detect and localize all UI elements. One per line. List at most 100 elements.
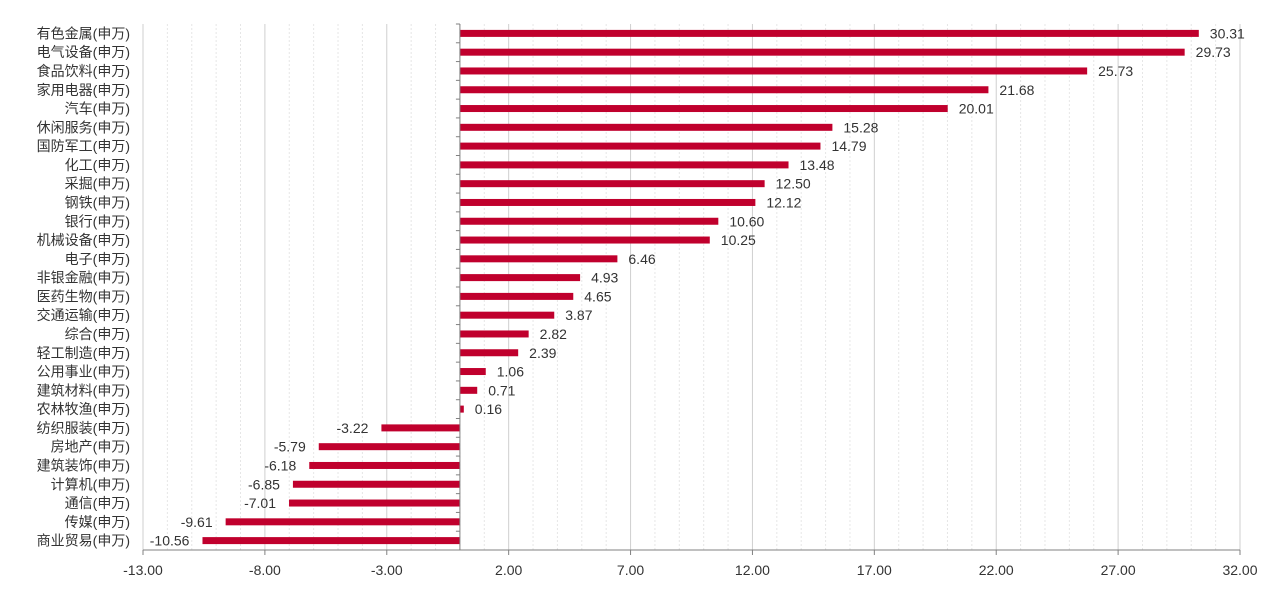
value-label-4: 20.01 — [959, 101, 994, 117]
category-label-0: 有色金属(申万) — [37, 25, 130, 41]
x-tick-labels: -13.00 -8.00 -3.00 2.00 7.00 12.00 17.00 22.00 2… — [123, 562, 1258, 578]
value-label-6: 14.79 — [831, 138, 866, 154]
x-tick-label-8: 27.00 — [1101, 562, 1136, 578]
value-label-3: 21.68 — [999, 82, 1034, 98]
category-label-11: 机械设备(申万) — [37, 232, 130, 248]
value-label-10: 10.60 — [729, 213, 764, 229]
bar-6 — [459, 142, 821, 150]
value-label-7: 13.48 — [800, 157, 835, 173]
value-label-19: 0.71 — [488, 382, 515, 398]
x-tick-label-9: 32.00 — [1222, 562, 1257, 578]
bar-23 — [309, 461, 460, 469]
bar-27 — [202, 537, 460, 545]
value-labels: 30.31 29.73 25.73 21.68 20.01 15.28 14.79 13.48… — [150, 25, 1245, 548]
x-tick-label-3: 2.00 — [495, 562, 522, 578]
category-label-18: 公用事业(申万) — [37, 364, 130, 380]
category-label-23: 建筑装饰(申万) — [37, 457, 130, 473]
bar-20 — [459, 405, 464, 413]
grid-lines — [142, 24, 1241, 550]
bar-17 — [459, 349, 519, 357]
x-tick-label-7: 22.00 — [979, 562, 1014, 578]
value-label-21: -3.22 — [336, 420, 368, 436]
category-label-14: 医药生物(申万) — [37, 288, 130, 304]
x-tick-label-2: -3.00 — [371, 562, 403, 578]
category-labels: 有色金属(申万) 电气设备(申万) 食品饮料(申万) 家用电器(申万) 汽车(申万) 休闲… — [37, 25, 130, 548]
x-tick-label-4: 7.00 — [617, 562, 644, 578]
category-label-8: 采掘(申万) — [65, 176, 130, 192]
category-label-25: 通信(申万) — [65, 495, 130, 511]
bar-19 — [459, 386, 478, 394]
category-label-12: 电子(申万) — [65, 251, 130, 267]
value-label-27: -10.56 — [150, 533, 190, 549]
value-label-26: -9.61 — [181, 514, 213, 530]
value-label-23: -6.18 — [264, 457, 296, 473]
category-label-22: 房地产(申万) — [51, 439, 130, 455]
bar-13 — [459, 274, 581, 282]
category-label-17: 轻工制造(申万) — [37, 345, 130, 361]
value-label-20: 0.16 — [475, 401, 502, 417]
bar-11 — [459, 236, 710, 244]
bar-5 — [459, 123, 833, 131]
value-label-24: -6.85 — [248, 476, 280, 492]
value-label-8: 12.50 — [776, 176, 811, 192]
x-axis — [142, 549, 1241, 555]
bar-10 — [459, 217, 719, 225]
value-label-17: 2.39 — [529, 345, 556, 361]
bar-2 — [459, 67, 1088, 75]
category-label-13: 非银金融(申万) — [37, 270, 130, 286]
value-label-12: 6.46 — [628, 251, 655, 267]
category-label-10: 银行(申万) — [65, 213, 130, 229]
bar-22 — [318, 443, 460, 451]
category-label-1: 电气设备(申万) — [37, 44, 130, 60]
bar-8 — [459, 180, 765, 188]
category-label-9: 钢铁(申万) — [65, 194, 130, 210]
bar-24 — [292, 480, 460, 488]
bar-21 — [381, 424, 460, 432]
category-label-16: 综合(申万) — [65, 326, 130, 342]
category-label-21: 纺织服装(申万) — [37, 420, 130, 436]
value-label-1: 29.73 — [1196, 44, 1231, 60]
value-label-15: 3.87 — [565, 307, 592, 323]
category-label-6: 国防军工(申万) — [37, 138, 130, 154]
category-label-20: 农林牧渔(申万) — [37, 401, 130, 417]
bar-4 — [459, 105, 948, 113]
bar-25 — [289, 499, 460, 507]
category-label-24: 计算机(申万) — [51, 476, 130, 492]
bar-14 — [459, 292, 574, 300]
x-tick-label-1: -8.00 — [249, 562, 281, 578]
category-label-5: 休闲服务(申万) — [37, 119, 130, 135]
x-tick-label-5: 12.00 — [735, 562, 770, 578]
bar-18 — [459, 368, 486, 376]
bar-3 — [459, 86, 989, 94]
value-label-25: -7.01 — [244, 495, 276, 511]
bar-9 — [459, 198, 756, 206]
bar-7 — [459, 161, 789, 169]
value-label-18: 1.06 — [497, 364, 524, 380]
value-label-11: 10.25 — [721, 232, 756, 248]
category-label-3: 家用电器(申万) — [37, 82, 130, 98]
bars — [202, 29, 1199, 545]
x-tick-label-6: 17.00 — [857, 562, 892, 578]
value-label-22: -5.79 — [274, 439, 306, 455]
bar-15 — [459, 311, 555, 319]
value-label-5: 15.28 — [843, 119, 878, 135]
category-label-27: 商业贸易(申万) — [37, 533, 130, 549]
y-axis — [455, 23, 461, 550]
bar-16 — [459, 330, 529, 338]
category-label-7: 化工(申万) — [65, 157, 130, 173]
bar-1 — [459, 48, 1185, 56]
category-label-19: 建筑材料(申万) — [37, 382, 130, 398]
category-label-15: 交通运输(申万) — [37, 307, 130, 323]
value-label-14: 4.65 — [584, 288, 611, 304]
category-label-2: 食品饮料(申万) — [37, 63, 130, 79]
value-label-16: 2.82 — [540, 326, 567, 342]
value-label-2: 25.73 — [1098, 63, 1133, 79]
category-label-26: 传媒(申万) — [65, 514, 130, 530]
bar-12 — [459, 255, 618, 263]
category-label-4: 汽车(申万) — [65, 101, 130, 117]
value-label-13: 4.93 — [591, 270, 618, 286]
bar-26 — [225, 518, 460, 526]
bar-0 — [459, 29, 1199, 37]
value-label-9: 12.12 — [766, 194, 801, 210]
